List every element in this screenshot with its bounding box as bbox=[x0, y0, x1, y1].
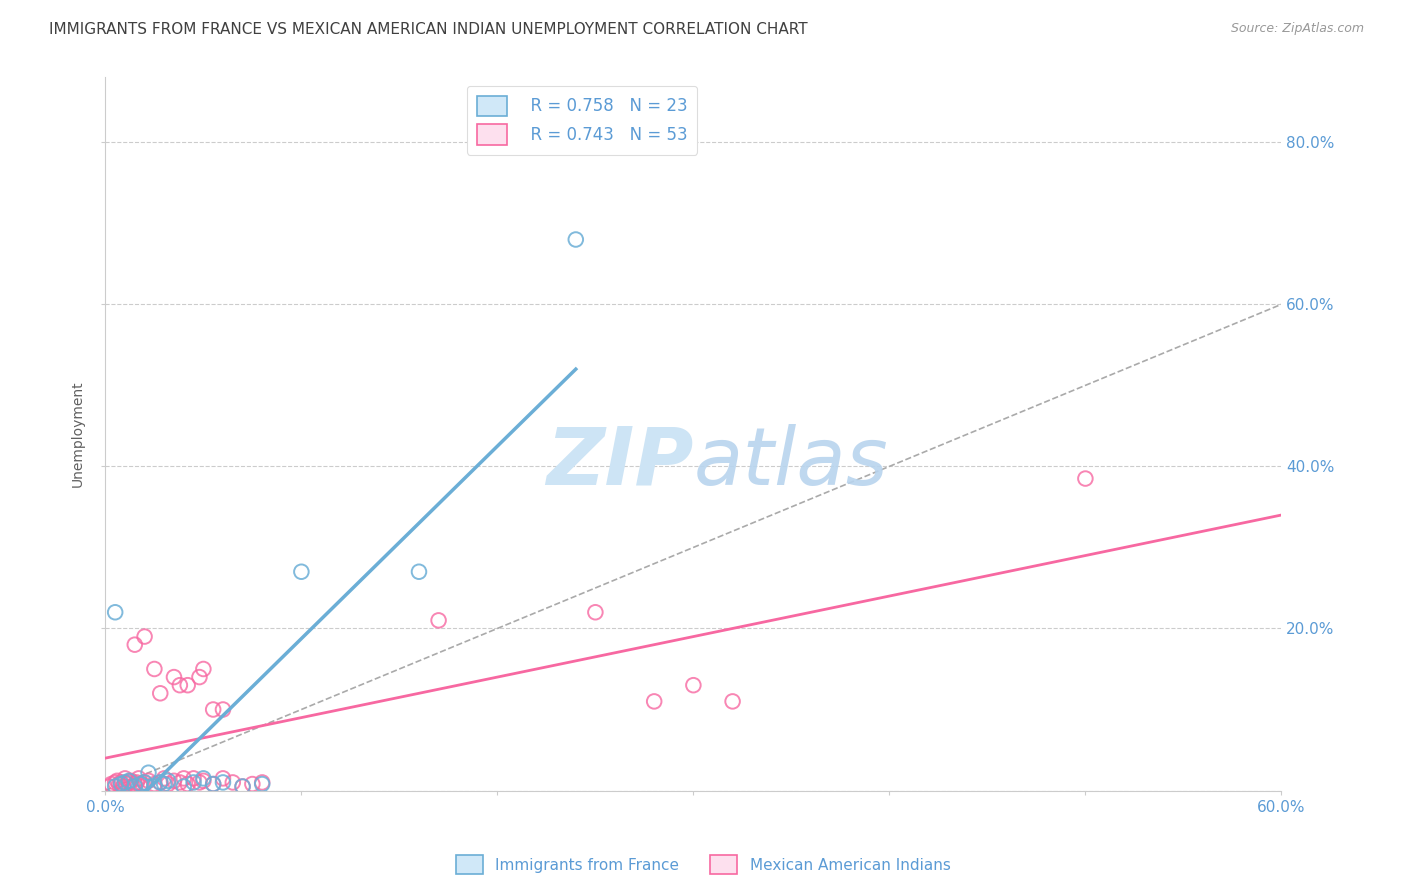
Point bbox=[124, 638, 146, 652]
Point bbox=[108, 777, 131, 791]
Point bbox=[124, 777, 146, 791]
Point bbox=[157, 773, 180, 788]
Point bbox=[222, 775, 245, 789]
Point bbox=[149, 775, 172, 789]
Point bbox=[427, 613, 450, 627]
Text: Source: ZipAtlas.com: Source: ZipAtlas.com bbox=[1230, 22, 1364, 36]
Point bbox=[173, 772, 195, 786]
Text: IMMIGRANTS FROM FRANCE VS MEXICAN AMERICAN INDIAN UNEMPLOYMENT CORRELATION CHART: IMMIGRANTS FROM FRANCE VS MEXICAN AMERIC… bbox=[49, 22, 808, 37]
Point bbox=[153, 772, 176, 786]
Point bbox=[202, 702, 225, 716]
Text: ZIP: ZIP bbox=[546, 424, 693, 501]
Point bbox=[1074, 471, 1097, 485]
Point bbox=[176, 678, 198, 692]
Point bbox=[110, 775, 132, 789]
Point bbox=[173, 780, 195, 794]
Point bbox=[643, 694, 665, 708]
Point bbox=[290, 565, 312, 579]
Point bbox=[100, 777, 122, 791]
Point bbox=[120, 773, 142, 788]
Point bbox=[138, 773, 160, 788]
Point bbox=[115, 777, 138, 791]
Point bbox=[149, 686, 172, 700]
Point bbox=[212, 775, 235, 789]
Point bbox=[138, 765, 160, 780]
Point bbox=[212, 772, 235, 786]
Legend:   R = 0.758   N = 23,   R = 0.743   N = 53: R = 0.758 N = 23, R = 0.743 N = 53 bbox=[467, 86, 697, 155]
Point bbox=[114, 775, 136, 789]
Point bbox=[232, 780, 254, 794]
Point bbox=[134, 775, 156, 789]
Point bbox=[188, 775, 211, 789]
Point bbox=[721, 694, 744, 708]
Point bbox=[176, 777, 198, 791]
Y-axis label: Unemployment: Unemployment bbox=[72, 381, 86, 487]
Point bbox=[193, 662, 215, 676]
Legend: Immigrants from France, Mexican American Indians: Immigrants from France, Mexican American… bbox=[450, 849, 956, 880]
Point bbox=[183, 775, 205, 789]
Point bbox=[131, 777, 153, 791]
Point bbox=[118, 775, 141, 789]
Point bbox=[565, 233, 588, 247]
Point bbox=[202, 777, 225, 791]
Point bbox=[104, 780, 127, 794]
Point bbox=[118, 773, 141, 788]
Point bbox=[104, 605, 127, 619]
Point bbox=[111, 780, 134, 794]
Point bbox=[193, 772, 215, 786]
Point bbox=[163, 670, 186, 684]
Point bbox=[143, 662, 166, 676]
Point bbox=[183, 772, 205, 786]
Point bbox=[250, 777, 273, 791]
Point bbox=[129, 777, 152, 791]
Point bbox=[121, 780, 143, 794]
Point bbox=[682, 678, 704, 692]
Point bbox=[134, 630, 156, 644]
Point bbox=[104, 775, 127, 789]
Point bbox=[134, 775, 156, 789]
Point bbox=[129, 780, 152, 794]
Point bbox=[242, 777, 264, 791]
Point bbox=[583, 605, 606, 619]
Point bbox=[250, 775, 273, 789]
Point bbox=[408, 565, 430, 579]
Point bbox=[124, 780, 146, 794]
Point bbox=[114, 772, 136, 786]
Point bbox=[212, 702, 235, 716]
Point bbox=[110, 777, 132, 791]
Point bbox=[125, 775, 148, 789]
Point bbox=[188, 670, 211, 684]
Point bbox=[202, 777, 225, 791]
Point bbox=[163, 773, 186, 788]
Point bbox=[105, 773, 128, 788]
Point bbox=[169, 678, 191, 692]
Point bbox=[98, 780, 121, 794]
Point bbox=[232, 780, 254, 794]
Point bbox=[149, 775, 172, 789]
Text: atlas: atlas bbox=[693, 424, 889, 501]
Point bbox=[128, 772, 150, 786]
Point bbox=[153, 777, 176, 791]
Point bbox=[143, 780, 166, 794]
Point bbox=[169, 775, 191, 789]
Point bbox=[193, 773, 215, 788]
Point bbox=[157, 777, 180, 791]
Point bbox=[143, 777, 166, 791]
